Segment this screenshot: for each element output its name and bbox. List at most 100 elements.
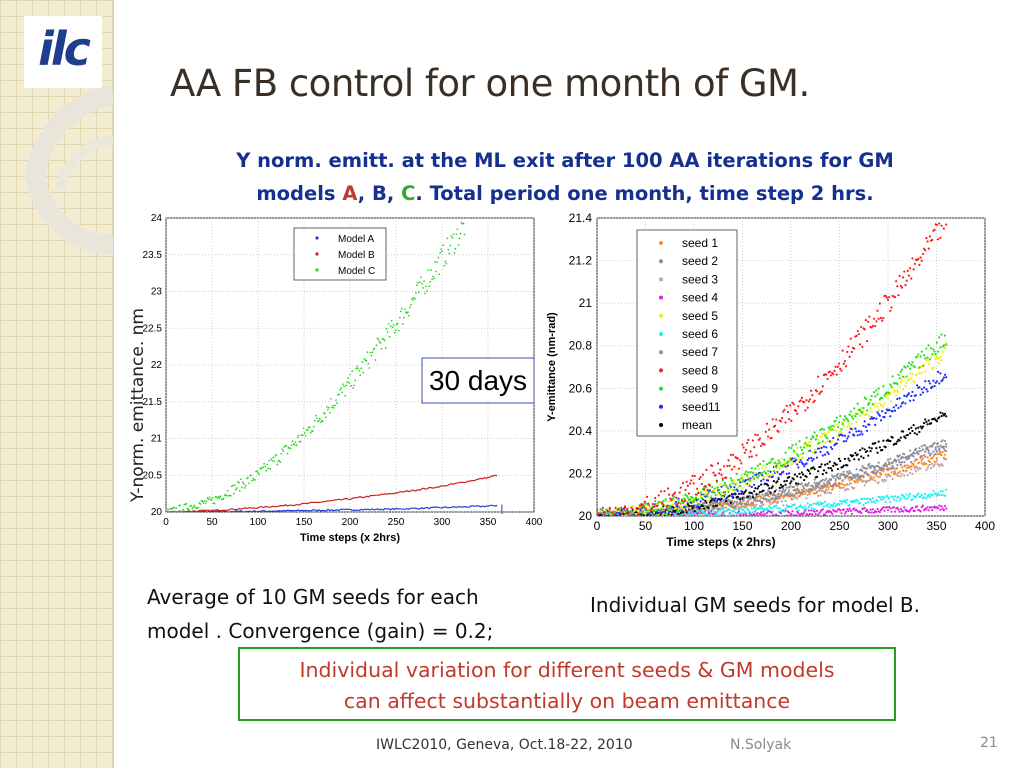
seed-point — [883, 394, 886, 397]
seed-point — [790, 480, 793, 483]
seed-point — [933, 228, 936, 231]
seed-point — [934, 446, 937, 449]
seed-point — [785, 472, 788, 475]
model-c-point — [218, 496, 221, 499]
seed-point — [853, 458, 856, 461]
model-c-point — [457, 244, 460, 246]
seed-point — [828, 370, 831, 373]
seed-point — [835, 373, 838, 376]
seed-point — [666, 509, 670, 512]
seed-point — [807, 449, 810, 453]
seed-point — [780, 509, 784, 513]
seed-point — [626, 516, 628, 518]
seed-point — [838, 482, 841, 485]
seed-point — [843, 415, 847, 418]
seed-point — [828, 482, 831, 485]
right-y-axis-label: Y-emittance (nm-rad) — [546, 312, 558, 422]
seed-point — [848, 424, 851, 427]
seed-point — [855, 412, 858, 416]
seed-point — [690, 501, 693, 504]
seed-point — [836, 472, 840, 476]
seed-point — [933, 441, 936, 445]
seed-point — [890, 510, 893, 513]
seed-point — [897, 459, 900, 462]
seed-point — [705, 501, 708, 504]
seed-point — [609, 515, 611, 516]
seed-point — [665, 505, 668, 508]
seed-point — [707, 507, 710, 510]
seed-point — [821, 454, 824, 457]
model-c-point — [374, 359, 377, 361]
seed-point — [762, 510, 765, 513]
model-c-point — [289, 447, 292, 450]
seed-point — [772, 469, 776, 473]
model-c-point — [282, 450, 285, 453]
seed-point — [785, 504, 788, 507]
seed-point — [718, 472, 721, 475]
seed-point — [928, 495, 932, 499]
seed-point — [762, 459, 765, 463]
seed-point — [913, 432, 916, 435]
series-model-b-line — [166, 474, 498, 512]
seed-point — [934, 381, 937, 384]
seed-point — [870, 447, 873, 450]
seed-point — [846, 483, 849, 486]
seed-point — [841, 479, 844, 482]
seed-point — [800, 396, 803, 399]
seed-point — [856, 329, 859, 333]
seed-point — [825, 486, 828, 489]
seed-point — [919, 467, 922, 470]
seed-point — [728, 487, 731, 490]
seed-point — [739, 459, 742, 462]
seed-point — [785, 486, 788, 489]
model-c-point — [194, 506, 197, 509]
model-c-point — [199, 503, 202, 505]
seed-point — [666, 487, 670, 490]
model-c-point — [407, 314, 410, 317]
seed-point — [740, 477, 743, 480]
seed-point — [916, 355, 919, 358]
model-c-point — [391, 326, 394, 329]
seed-point — [685, 494, 688, 497]
seed-point — [671, 497, 674, 500]
model-c-point — [281, 448, 284, 451]
seed-point — [860, 325, 863, 329]
seed-point — [712, 502, 715, 505]
seed-point — [742, 446, 745, 449]
seed-point — [939, 346, 942, 349]
seed-point — [754, 487, 757, 490]
right-y-tick-label: 20.6 — [569, 381, 593, 395]
seed-point — [700, 497, 703, 500]
seed-point — [622, 517, 624, 519]
footer-author: N.Solyak — [730, 737, 792, 753]
seed-point — [818, 512, 821, 515]
model-c-point — [465, 212, 467, 214]
seed-point — [926, 506, 929, 509]
seed-point — [913, 366, 916, 369]
seed-point — [861, 447, 864, 450]
seed-point — [691, 474, 694, 477]
seed-point — [895, 280, 898, 283]
seed-point — [801, 490, 805, 493]
seed-point — [856, 499, 859, 503]
model-c-point — [286, 452, 289, 455]
seed-point — [617, 517, 619, 519]
model-c-point — [390, 319, 393, 322]
model-c-point — [339, 389, 341, 391]
seed-point — [931, 457, 934, 460]
seed-point — [856, 434, 859, 437]
seed-point — [796, 497, 799, 500]
model-c-point — [410, 303, 412, 306]
model-c-point — [197, 506, 200, 509]
left-y-tick-label: 23.5 — [143, 250, 163, 261]
left-y-tick-label: 23 — [151, 287, 163, 298]
seed-point — [847, 435, 850, 438]
seed-point — [829, 374, 833, 377]
legend-label: seed11 — [682, 400, 721, 414]
seed-point — [668, 517, 670, 519]
seed-point — [687, 500, 691, 503]
model-c-point — [403, 308, 406, 311]
seed-point — [603, 516, 605, 518]
seed-point — [763, 470, 766, 473]
seed-point — [856, 453, 859, 456]
